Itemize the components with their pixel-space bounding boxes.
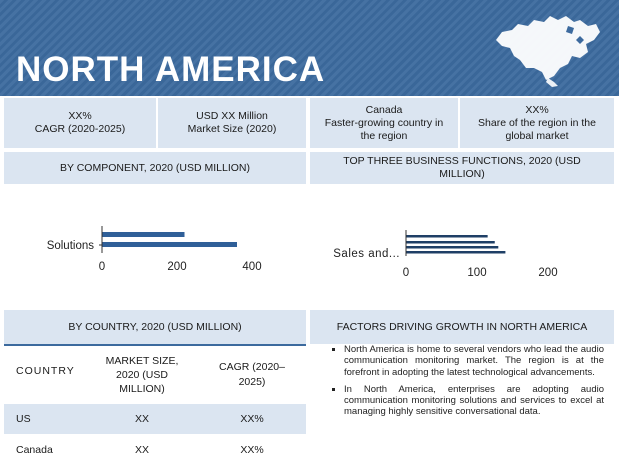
stat-cagr: XX% CAGR (2020-2025): [4, 98, 156, 148]
functions-section-title: TOP THREE BUSINESS FUNCTIONS, 2020 (USD …: [310, 152, 614, 184]
table-header: COUNTRY MARKET SIZE, 2020 (USD MILLION) …: [4, 346, 306, 404]
table-row: US XX XX%: [4, 404, 306, 434]
cell-market-size: XX: [134, 413, 149, 425]
functions-chart: Sales and...0 100 200: [333, 230, 558, 279]
stat-label: Market Size (2020): [187, 123, 277, 135]
factors-panel: North America is home to several vendors…: [310, 344, 614, 465]
factor-item: In North America, enterprises are adopti…: [344, 384, 604, 418]
page-title: NORTH AMERICA: [16, 50, 326, 89]
component-section-title: BY COMPONENT, 2020 (USD MILLION): [4, 152, 306, 184]
north-america-map-icon: [496, 16, 600, 87]
x-tick-label: 400: [242, 261, 261, 273]
stat-label: Faster-growing country in the region: [324, 116, 444, 142]
category-label: Solutions: [47, 240, 95, 252]
bar: [406, 246, 499, 249]
stat-label: Share of the region in the global market: [478, 116, 596, 142]
cell-country: US: [16, 413, 31, 425]
x-tick-label: 200: [538, 267, 557, 279]
header-country: COUNTRY: [16, 365, 75, 377]
x-tick-label: 200: [167, 261, 186, 273]
factors-list: North America is home to several vendors…: [310, 344, 614, 418]
x-tick-label: 100: [467, 267, 486, 279]
cell-market-size: XX: [134, 444, 149, 456]
factor-item: North America is home to several vendors…: [344, 344, 604, 378]
header-cagr: CAGR (2020–2025): [219, 361, 285, 388]
bar: [102, 232, 185, 237]
bar: [406, 235, 488, 238]
cell-cagr: XX%: [240, 444, 264, 456]
stat-market-size: USD XX Million Market Size (2020): [158, 98, 306, 148]
stat-value: XX%: [68, 110, 92, 122]
bar: [406, 241, 495, 244]
stat-label: CAGR (2020-2025): [34, 123, 126, 135]
cell-country: Canada: [16, 444, 53, 456]
category-label: Sales and...: [333, 248, 400, 260]
stat-value: XX%: [525, 103, 549, 116]
bar: [406, 251, 506, 254]
bar: [102, 242, 237, 247]
stat-value: Canada: [365, 103, 403, 116]
component-chart: Solutions 0 200 400: [47, 226, 262, 273]
factors-section-title: FACTORS DRIVING GROWTH IN NORTH AMERICA: [310, 310, 614, 344]
stat-fastest-country: Canada Faster-growing country in the reg…: [310, 98, 458, 148]
country-table: COUNTRY MARKET SIZE, 2020 (USD MILLION) …: [4, 344, 306, 467]
table-row: Canada XX XX%: [4, 434, 306, 465]
header-market-size: MARKET SIZE, 2020 (USD MILLION): [105, 355, 179, 395]
stat-value: USD XX Million: [196, 110, 268, 122]
stat-region-share: XX% Share of the region in the global ma…: [460, 98, 614, 148]
x-tick-label: 0: [403, 267, 409, 279]
country-section-title: BY COUNTRY, 2020 (USD MILLION): [4, 310, 306, 344]
header-banner: NORTH AMERICA: [0, 0, 619, 96]
cell-cagr: XX%: [240, 413, 264, 425]
x-tick-label: 0: [99, 261, 105, 273]
